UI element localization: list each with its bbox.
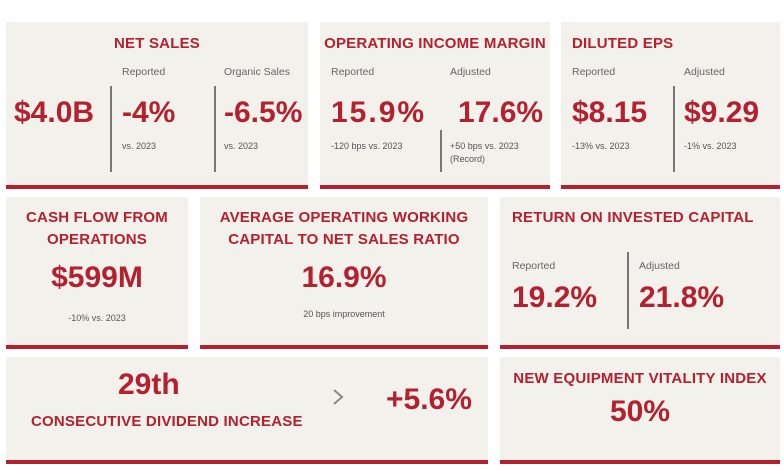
net-sales-organic-value: -6.5%: [224, 96, 303, 129]
net-sales-tile: NET SALES Reported Organic Sales $4.0B -…: [6, 22, 308, 189]
oim-adjusted-value: 17.6%: [458, 96, 544, 129]
dividend-count: 29th: [118, 368, 180, 401]
net-sales-title: NET SALES: [114, 35, 200, 52]
oim-adjusted-note-1: +50 bps vs. 2023: [450, 141, 519, 151]
roic-divider: [627, 252, 629, 329]
oim-adjusted-label: Adjusted: [450, 66, 491, 78]
eps-adjusted-label: Adjusted: [684, 66, 725, 78]
net-sales-divider-2: [214, 86, 216, 172]
roic-title: RETURN ON INVESTED CAPITAL: [512, 209, 754, 226]
vitality-value: 50%: [609, 395, 671, 428]
roic-adjusted-value: 21.8%: [639, 281, 725, 314]
oim-reported-note: -120 bps vs. 2023: [331, 141, 403, 151]
eps-reported-value: $8.15: [572, 96, 648, 129]
eps-reported-note: -13% vs. 2023: [572, 141, 630, 151]
cash-flow-value: $599M: [51, 261, 143, 294]
oim-adjusted-note-2: (Record): [450, 154, 486, 164]
net-sales-reported-value: -4%: [122, 96, 176, 129]
net-sales-organic-label: Organic Sales: [224, 66, 290, 78]
roic-tile: RETURN ON INVESTED CAPITAL Reported Adju…: [500, 197, 780, 349]
working-capital-title-2: CAPITAL TO NET SALES RATIO: [228, 231, 460, 248]
eps-reported-label: Reported: [572, 66, 616, 78]
cash-flow-tile: CASH FLOW FROM OPERATIONS $599M -10% vs.…: [6, 197, 188, 349]
net-sales-divider-1: [110, 86, 112, 172]
roic-reported-label: Reported: [512, 260, 556, 272]
working-capital-value: 16.9%: [301, 261, 387, 294]
eps-title: DILUTED EPS: [572, 35, 674, 52]
dividend-label: CONSECUTIVE DIVIDEND INCREASE: [31, 413, 303, 430]
cash-flow-title-2: OPERATIONS: [46, 231, 148, 248]
diluted-eps-tile: DILUTED EPS Reported Adjusted $8.15 -13%…: [561, 22, 780, 189]
dividend-tile: 29th CONSECUTIVE DIVIDEND INCREASE +5.6%: [6, 357, 488, 464]
cash-flow-note: -10% vs. 2023: [68, 313, 126, 323]
net-sales-reported-note: vs. 2023: [122, 141, 157, 151]
working-capital-tile: AVERAGE OPERATING WORKING CAPITAL TO NET…: [200, 197, 488, 349]
net-sales-total: $4.0B: [14, 96, 95, 129]
working-capital-note: 20 bps improvement: [303, 309, 385, 319]
cash-flow-title-1: CASH FLOW FROM: [26, 209, 168, 226]
vitality-tile: NEW EQUIPMENT VITALITY INDEX 50%: [500, 357, 780, 464]
oim-divider: [440, 130, 442, 172]
working-capital-title-1: AVERAGE OPERATING WORKING: [219, 209, 469, 226]
chevron-right-icon: [333, 389, 344, 405]
net-sales-organic-note: vs. 2023: [224, 141, 259, 151]
eps-adjusted-note: -1% vs. 2023: [684, 141, 737, 151]
roic-adjusted-label: Adjusted: [639, 260, 680, 272]
net-sales-reported-label: Reported: [122, 66, 166, 78]
oim-reported-label: Reported: [331, 66, 375, 78]
operating-income-margin-tile: OPERATING INCOME MARGIN Reported Adjuste…: [320, 22, 550, 189]
eps-adjusted-value: $9.29: [684, 96, 760, 129]
eps-divider: [673, 86, 675, 172]
oim-title: OPERATING INCOME MARGIN: [324, 35, 546, 52]
dividend-increase: +5.6%: [386, 383, 472, 416]
oim-reported-value: 15.9%: [331, 96, 427, 129]
vitality-title: NEW EQUIPMENT VITALITY INDEX: [513, 370, 767, 387]
roic-reported-value: 19.2%: [512, 281, 598, 314]
